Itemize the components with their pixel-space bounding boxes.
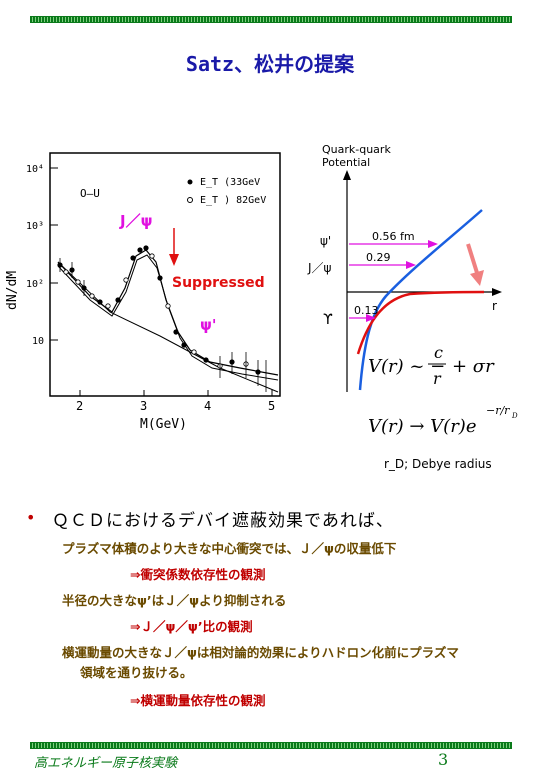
fit-curve-2 bbox=[57, 254, 279, 381]
point-3-consequence: ⇒横運動量依存性の観測 bbox=[130, 693, 266, 708]
r-axis-label: r bbox=[492, 299, 497, 313]
potential-title: Quark-quark bbox=[322, 143, 391, 156]
equation-1-lhs: V(r) ~ − bbox=[368, 356, 445, 377]
point-1-consequence: ⇒衝突係数依存性の観測 bbox=[130, 567, 266, 582]
x-tick-label: 3 bbox=[140, 399, 147, 413]
legend-entry: E_T ) 82GeV bbox=[200, 195, 266, 206]
legend-marker-filled bbox=[187, 179, 193, 185]
radius-arrowhead bbox=[366, 314, 376, 322]
page-number: 3 bbox=[438, 750, 449, 769]
equation-2-exponent-sub: D bbox=[511, 412, 518, 420]
psi-prime-state-label: ψ' bbox=[320, 234, 331, 248]
fit-curve bbox=[57, 249, 279, 376]
plot-frame bbox=[49, 152, 281, 397]
screened-potential-curve bbox=[356, 290, 485, 355]
equation-1-denominator: r bbox=[433, 369, 442, 388]
debye-radius-note: r_D; Debye radius bbox=[384, 457, 492, 471]
radius-label: 0.13 bbox=[354, 304, 379, 317]
y-tick-label: 10 bbox=[32, 336, 44, 347]
radius-arrowhead bbox=[428, 240, 438, 248]
x-tick-label: 5 bbox=[268, 399, 275, 413]
upsilon-state-label: ϒ bbox=[323, 312, 333, 328]
jpsi-label: J／ψ bbox=[119, 212, 153, 230]
radius-arrowhead bbox=[406, 261, 416, 269]
footer-course-title: 高エネルギー原子核実験 bbox=[34, 756, 178, 771]
bottom-rule bbox=[30, 742, 512, 749]
legend-entry: E_T (33GeV bbox=[200, 177, 260, 188]
jpsi-state-label: J／ψ bbox=[307, 261, 332, 275]
suppression-arrowhead bbox=[169, 254, 179, 266]
main-bullet: ＱＣＤにおけるデバイ遮蔽効果であれば、 bbox=[52, 511, 394, 531]
slide-title: Satz、松井の提案 bbox=[185, 52, 355, 76]
equation-1-numerator: c bbox=[434, 343, 443, 362]
cornell-potential-curve bbox=[358, 209, 483, 391]
x-tick-label: 4 bbox=[204, 399, 211, 413]
y-tick-marks bbox=[50, 167, 273, 396]
radius-label: 0.29 bbox=[366, 251, 391, 264]
equation-1-rhs: + σr bbox=[452, 356, 495, 377]
bullet-dot: • bbox=[26, 508, 36, 527]
point-3-continued: 領域を通り抜ける。 bbox=[80, 665, 193, 680]
y-axis-label: dN/dM bbox=[5, 271, 20, 310]
equation-2: V(r) → V(r)e bbox=[368, 416, 476, 437]
point-2: 半径の大きなψ’はＪ／ψより抑制される bbox=[62, 593, 287, 608]
equation-2-exponent: −r/r bbox=[486, 404, 510, 417]
psi-prime-label: ψ' bbox=[200, 316, 217, 334]
point-2-consequence: ⇒Ｊ／ψ／ψ’比の観測 bbox=[130, 619, 253, 634]
point-3: 横運動量の大きなＪ／ψは相対論的効果によりハドロン化前にプラズマ bbox=[62, 645, 459, 660]
potential-title: Potential bbox=[322, 156, 370, 169]
point-1: プラズマ体積のより大きな中心衝突では、Ｊ／ψの収量低下 bbox=[62, 541, 397, 556]
y-axis-arrowhead bbox=[343, 170, 351, 180]
top-rule bbox=[30, 16, 512, 23]
data-points bbox=[57, 245, 267, 392]
legend-marker-open bbox=[187, 197, 193, 203]
screening-arrow bbox=[466, 243, 480, 277]
y-tick-label: 10⁴ bbox=[26, 164, 44, 175]
x-tick-label: 2 bbox=[76, 399, 83, 413]
y-tick-label: 10² bbox=[26, 279, 44, 290]
suppressed-label: Suppressed bbox=[172, 275, 265, 291]
x-axis-label: M(GeV) bbox=[140, 417, 187, 432]
screening-arrowhead bbox=[470, 270, 484, 286]
x-axis-arrowhead bbox=[492, 288, 502, 296]
y-tick-label: 10³ bbox=[26, 221, 44, 232]
radius-label: 0.56 fm bbox=[372, 230, 415, 243]
system-label: O–U bbox=[80, 187, 100, 200]
